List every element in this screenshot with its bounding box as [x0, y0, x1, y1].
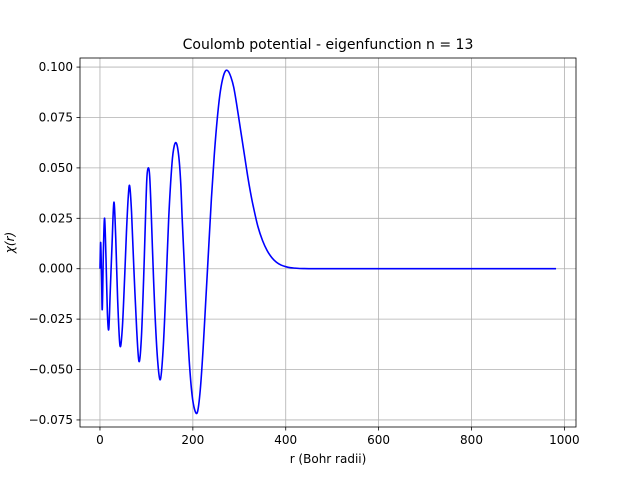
- y-tick-label: −0.075: [29, 413, 73, 427]
- y-tick-label: 0.100: [39, 60, 73, 74]
- y-tick-label: −0.050: [29, 363, 73, 377]
- ticks: 0 200 400 600 800 1000 −0.075 −0.050 −0.025 0.000…: [29, 60, 580, 447]
- chart-title: Coulomb potential - eigenfunction n = 13: [183, 37, 474, 53]
- grid: [80, 58, 576, 427]
- x-axis-label: r (Bohr radii): [290, 452, 367, 466]
- x-tick-label: 600: [367, 433, 390, 447]
- y-tick-label: 0.000: [39, 262, 73, 276]
- x-tick-label: 1000: [549, 433, 580, 447]
- x-tick-label: 800: [460, 433, 483, 447]
- y-axis-label: χ(r): [3, 232, 17, 254]
- y-tick-label: 0.025: [39, 211, 73, 225]
- axes-frame: [79, 57, 577, 428]
- y-tick-label: 0.075: [39, 110, 73, 124]
- x-tick-label: 0: [96, 433, 104, 447]
- series-line: [99, 69, 557, 415]
- x-tick-label: 400: [274, 433, 297, 447]
- x-tick-label: 200: [181, 433, 204, 447]
- plot-area: [99, 69, 557, 415]
- y-tick-label: −0.025: [29, 312, 73, 326]
- y-tick-label: 0.050: [39, 161, 73, 175]
